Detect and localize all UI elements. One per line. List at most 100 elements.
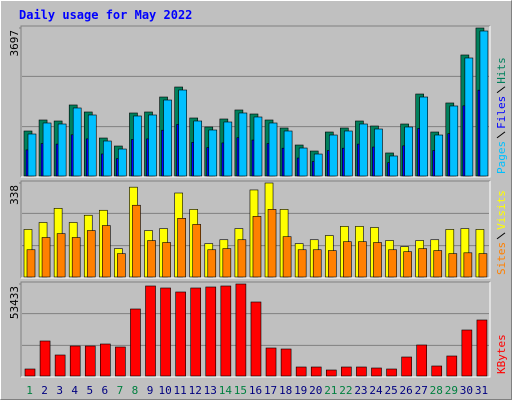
x-tick-label: 10 — [158, 384, 171, 397]
bar — [283, 130, 293, 177]
legend-separator — [496, 232, 506, 240]
x-tick-label: 5 — [86, 384, 93, 397]
bar — [463, 252, 473, 278]
x-tick-label: 15 — [234, 384, 247, 397]
bar — [162, 242, 171, 278]
bar — [344, 130, 353, 177]
bar — [403, 251, 412, 278]
y-tick-label: 338 — [8, 185, 21, 205]
bar — [71, 237, 81, 278]
bar — [207, 249, 217, 278]
bar — [267, 209, 277, 278]
bar — [282, 236, 292, 278]
bar — [41, 237, 51, 278]
legend-separator — [496, 86, 506, 94]
bar — [449, 105, 459, 177]
bar — [341, 366, 352, 377]
bar — [220, 285, 232, 377]
bar — [117, 253, 126, 278]
bar — [298, 147, 308, 177]
bar — [72, 107, 82, 177]
bar — [446, 355, 458, 377]
x-tick-label: 28 — [430, 384, 443, 397]
x-tick-label: 4 — [71, 384, 78, 397]
x-tick-label: 11 — [174, 384, 187, 397]
x-tick-label: 20 — [309, 384, 322, 397]
legend-entry: Hits — [495, 57, 508, 84]
legend-separator — [496, 131, 506, 139]
bar — [328, 134, 338, 177]
bar — [103, 140, 112, 177]
bar — [253, 116, 263, 177]
plot-border — [20, 281, 490, 377]
bar — [252, 216, 262, 278]
bar — [416, 344, 427, 377]
bar — [39, 340, 51, 377]
plot-border — [21, 282, 491, 378]
bar — [56, 233, 66, 278]
bar — [100, 343, 111, 377]
bar — [132, 204, 141, 278]
bar — [356, 366, 367, 377]
x-tick-label: 31 — [475, 384, 488, 397]
x-tick-label: 2 — [41, 384, 48, 397]
bar — [479, 30, 489, 177]
bar — [54, 354, 66, 377]
x-tick-label: 12 — [189, 384, 202, 397]
bar — [295, 366, 307, 377]
x-tick-label: 8 — [132, 384, 139, 397]
bar — [265, 347, 277, 377]
bar — [130, 308, 141, 377]
x-tick-label: 22 — [339, 384, 352, 397]
bar — [86, 230, 96, 278]
x-tick-label: 30 — [460, 384, 473, 397]
bar — [223, 121, 233, 177]
x-tick-label: 24 — [369, 384, 383, 397]
bar — [310, 366, 322, 377]
bar — [461, 329, 473, 377]
plot-border — [20, 25, 490, 177]
legend-entry: Pages — [495, 141, 508, 174]
bar — [160, 287, 171, 377]
bar — [208, 129, 218, 177]
x-tick-label: 26 — [400, 384, 413, 397]
bar — [115, 346, 126, 377]
x-tick-label: 14 — [219, 384, 233, 397]
chart-title: Daily usage for May 2022 — [19, 8, 192, 22]
bar — [238, 112, 248, 177]
legend-entry: Files — [495, 96, 508, 129]
bar — [24, 368, 36, 377]
bar — [448, 253, 458, 278]
bar — [42, 122, 52, 177]
bar — [359, 123, 368, 177]
bar — [237, 239, 247, 278]
bar — [178, 89, 187, 177]
legend-entry: KBytes — [495, 334, 508, 374]
bar — [343, 241, 352, 278]
x-tick-label: 17 — [264, 384, 277, 397]
plot-border — [21, 181, 491, 279]
bar — [84, 345, 96, 377]
bar — [389, 155, 398, 177]
bar — [147, 240, 156, 278]
bar — [280, 348, 292, 377]
bar — [327, 250, 337, 278]
bar — [401, 356, 412, 377]
bar — [177, 218, 186, 278]
bar — [118, 148, 127, 177]
bar — [87, 114, 97, 177]
plot-border — [20, 180, 490, 278]
bar — [145, 285, 156, 377]
x-tick-label: 13 — [204, 384, 217, 397]
bar — [431, 365, 443, 377]
bar — [235, 283, 247, 377]
bar — [371, 367, 382, 377]
bar — [57, 123, 67, 177]
bar — [297, 249, 307, 278]
x-tick-label: 27 — [415, 384, 428, 397]
legend-entry: Visits — [495, 190, 508, 230]
bar — [192, 224, 202, 278]
bar — [193, 120, 203, 177]
